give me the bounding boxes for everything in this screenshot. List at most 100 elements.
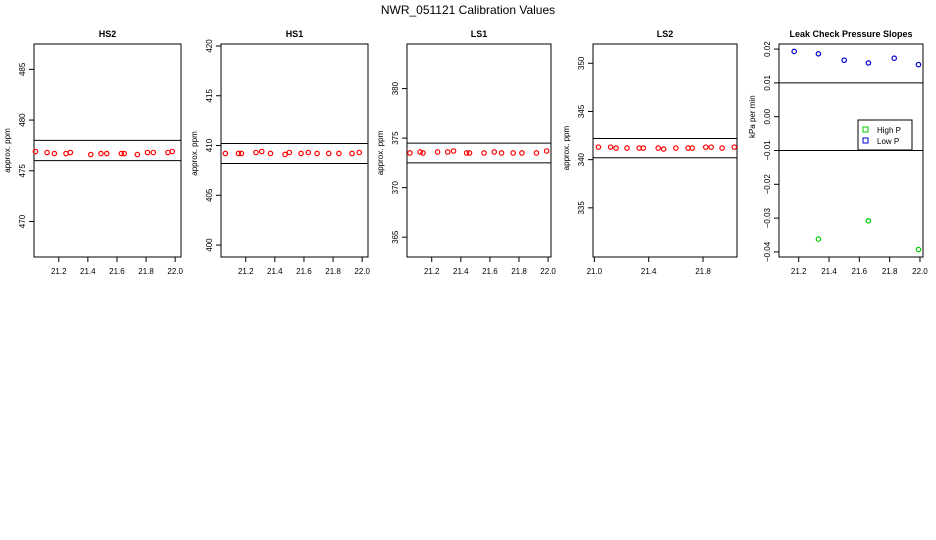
data-point bbox=[510, 150, 516, 156]
data-point bbox=[450, 148, 457, 154]
y-tick-label: −0.01 bbox=[763, 140, 772, 161]
x-tick-label: 21.8 bbox=[695, 267, 711, 276]
legend-box bbox=[857, 119, 913, 151]
y-axis-label: approx. ppm bbox=[376, 130, 385, 175]
data-point bbox=[466, 150, 473, 156]
plot-frame bbox=[592, 43, 738, 258]
y-tick-label: 400 bbox=[205, 238, 214, 252]
x-tick-label: 21.8 bbox=[138, 267, 154, 276]
y-axis-label: approx. ppm bbox=[3, 128, 12, 173]
chart-title: LS1 bbox=[471, 29, 488, 39]
data-point bbox=[150, 149, 157, 156]
chart-title: HS2 bbox=[99, 29, 117, 39]
data-point bbox=[624, 145, 630, 151]
y-tick-label: −0.03 bbox=[763, 207, 772, 228]
data-point bbox=[655, 145, 662, 151]
data-point bbox=[222, 150, 229, 157]
data-point bbox=[356, 149, 363, 156]
y-tick-label: 415 bbox=[205, 89, 214, 103]
data-point bbox=[44, 149, 50, 156]
data-point bbox=[791, 48, 797, 55]
y-tick-label: 345 bbox=[577, 104, 586, 118]
chart-panel-1: HS1 21.2 21.4 21.6 21.8 22.0 400 405 410 415 420 ap… bbox=[190, 29, 371, 276]
x-tick-label: 21.4 bbox=[80, 267, 96, 276]
x-tick-label: 21.6 bbox=[109, 267, 125, 276]
y-tick-label: 480 bbox=[18, 113, 27, 127]
x-tick-label: 22.0 bbox=[167, 267, 183, 276]
x-tick-label: 21.4 bbox=[453, 267, 469, 276]
data-point bbox=[673, 145, 679, 151]
y-tick-label: 410 bbox=[205, 138, 214, 152]
legend-swatch bbox=[862, 137, 869, 144]
data-point bbox=[915, 61, 922, 68]
y-tick-label: 380 bbox=[391, 81, 400, 95]
y-tick-label: 420 bbox=[205, 39, 214, 53]
data-point bbox=[134, 151, 141, 158]
chart-panel-2: LS1 21.2 21.4 21.6 21.8 22.0 365 370 375 380 appro… bbox=[376, 29, 556, 276]
data-point bbox=[267, 150, 274, 157]
plot-frame bbox=[406, 43, 552, 258]
x-tick-label: 21.2 bbox=[238, 267, 254, 276]
data-point bbox=[298, 150, 304, 157]
data-point bbox=[336, 150, 342, 157]
y-tick-label: −0.02 bbox=[763, 174, 772, 195]
x-tick-label: 21.6 bbox=[852, 267, 868, 276]
plot-frame bbox=[33, 43, 182, 258]
data-point bbox=[463, 150, 470, 156]
data-point bbox=[498, 150, 505, 156]
y-tick-label: 350 bbox=[577, 56, 586, 70]
data-point bbox=[533, 150, 540, 156]
chart-panel-0: HS2 21.2 21.4 21.6 21.8 22.0 470 475 480 485 appro… bbox=[3, 29, 184, 276]
y-tick-label: 405 bbox=[205, 188, 214, 202]
y-tick-label: 370 bbox=[391, 180, 400, 194]
data-point bbox=[420, 150, 426, 156]
data-point bbox=[607, 144, 614, 150]
data-point bbox=[103, 150, 110, 157]
x-tick-label: 21.4 bbox=[267, 267, 283, 276]
data-point bbox=[708, 144, 714, 150]
y-tick-label: 0.01 bbox=[763, 75, 772, 91]
y-tick-label: 335 bbox=[577, 201, 586, 215]
data-point bbox=[67, 149, 74, 156]
data-point bbox=[660, 146, 667, 152]
figure-title: NWR_051121 Calibration Values bbox=[381, 3, 555, 17]
data-point bbox=[87, 151, 94, 158]
x-tick-label: 21.8 bbox=[882, 267, 898, 276]
data-point bbox=[434, 149, 441, 155]
x-tick-label: 22.0 bbox=[540, 267, 556, 276]
data-point bbox=[325, 150, 332, 157]
data-point bbox=[481, 150, 487, 156]
data-point bbox=[51, 150, 58, 157]
x-tick-label: 21.0 bbox=[587, 267, 603, 276]
data-point bbox=[286, 149, 293, 156]
data-point bbox=[865, 60, 872, 66]
y-tick-label: 0.02 bbox=[763, 41, 772, 57]
y-tick-label: 475 bbox=[18, 164, 27, 178]
data-point bbox=[689, 145, 695, 151]
data-point bbox=[282, 151, 288, 158]
chart-panel-3: LS2 21.0 21.4 21.8 335 340 345 350 approx. ppm bbox=[562, 29, 738, 276]
data-point bbox=[144, 149, 151, 156]
data-point bbox=[891, 55, 898, 62]
x-tick-label: 21.4 bbox=[821, 267, 837, 276]
data-point bbox=[613, 145, 619, 151]
legend-label: Low P bbox=[877, 137, 899, 146]
data-point bbox=[417, 149, 423, 155]
data-point bbox=[314, 150, 320, 157]
y-tick-label: 0.00 bbox=[763, 108, 772, 124]
data-point bbox=[543, 148, 550, 154]
data-point bbox=[121, 150, 128, 157]
data-point bbox=[305, 149, 312, 156]
y-axis-label: kPa per min bbox=[748, 95, 757, 138]
plot-frame bbox=[220, 43, 369, 258]
data-point bbox=[702, 144, 709, 150]
data-point bbox=[595, 144, 602, 150]
x-tick-label: 21.2 bbox=[51, 267, 67, 276]
y-tick-label: −0.04 bbox=[763, 241, 772, 262]
data-point bbox=[32, 148, 39, 155]
data-point bbox=[349, 150, 355, 157]
data-point bbox=[841, 57, 847, 64]
data-point bbox=[640, 145, 647, 151]
data-point bbox=[915, 246, 922, 253]
